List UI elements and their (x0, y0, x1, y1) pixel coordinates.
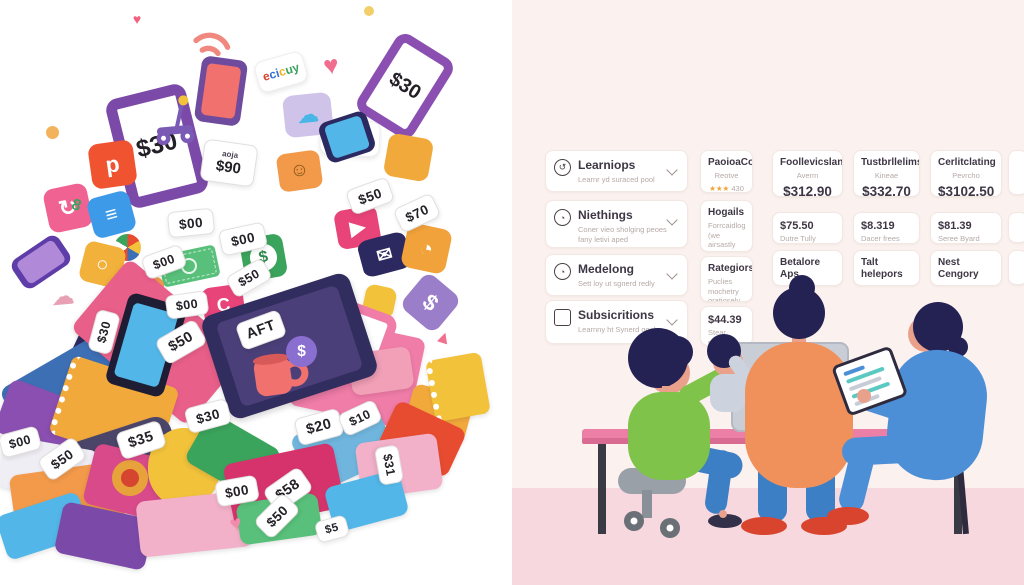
card-price: $332.70 (862, 183, 911, 197)
stat-card[interactable] (1008, 212, 1024, 243)
yellow-dot (364, 6, 374, 16)
card-title: Foollevicslans (780, 157, 843, 168)
smiley-bubble-icon: ☺ (275, 149, 324, 193)
card-subtitle: Kineae (874, 170, 899, 180)
card-price: $8.319 (861, 220, 895, 232)
card-subtitle: Averm (796, 170, 819, 180)
orange-dot (46, 126, 59, 139)
spending-collage: ♥$30 d paly paoja$90↻8☁ecicuy♥$30☁☺≡○$C▶… (0, 0, 512, 585)
heart-icon: ♥ (321, 49, 341, 81)
row-subtitle: Sett loy ut sgnerd redly (578, 279, 655, 288)
stat-card[interactable]: $75.50 Dutre Tully (772, 212, 843, 244)
card-subtitle: Reotve (714, 170, 739, 180)
stat-card[interactable]: Hogails Forrcaidlog (we airsastly carries (700, 200, 753, 252)
card-price: $81.39 (938, 220, 972, 232)
card-rating: ★ 645563 (938, 284, 994, 285)
row-title: Niethings (578, 208, 633, 222)
budget-review-scene: ↺ Learniops Learnr yd suraced pool ◔ Nie… (512, 0, 1024, 585)
category-row-medelong[interactable]: ◔ Medelong Sett loy ut sgnerd redly (545, 254, 688, 296)
budget-cards-panel: ↺ Learniops Learnr yd suraced pool ◔ Nie… (512, 0, 1024, 585)
dollar-diamond-icon: $ (398, 270, 463, 335)
card-title: Cerlitclating (938, 157, 996, 168)
card-subtitle: Pevrcho (952, 170, 980, 180)
person-blue (827, 302, 987, 535)
card-title: Talt helepors (861, 257, 903, 280)
row-subtitle: Learnr yd suraced pool (578, 175, 655, 184)
family-illustration (582, 275, 987, 538)
card-title: Hogails (708, 207, 745, 218)
card-subtitle: Dacer frees (861, 234, 900, 243)
row-title: Learniops (578, 158, 636, 172)
row-title: Medelong (578, 262, 634, 276)
scooter-icon (146, 94, 208, 147)
card-subtitle: Dutre Tully (780, 234, 816, 243)
category-row-subsicritions[interactable]: Subsicritions Learnny ht Synerd goal (545, 300, 688, 344)
wifi-icon (187, 22, 237, 64)
pin-app-icon: p (87, 139, 138, 190)
stat-card[interactable] (1008, 150, 1024, 195)
card-price: $3102.50 (938, 183, 995, 197)
card-rating: ★ A 3930 (861, 284, 912, 285)
card-title: Nest Cengory (938, 257, 979, 280)
clock-circle-icon: ◔ (554, 209, 571, 226)
stat-card[interactable]: PaoioaColins Reotve ★★★ 430 5303 (700, 150, 753, 193)
cloud-doodle: ☁ (50, 283, 76, 310)
logo-card: e ci c uy (252, 49, 310, 95)
triangle-doodle: ▲ (432, 324, 456, 350)
card-title: PaoioaColins (708, 157, 752, 168)
category-row-niethings[interactable]: ◔ Niethings Coner vieo sholging peoes fa… (545, 200, 688, 248)
tape-roll (112, 460, 148, 496)
folder-icon (382, 132, 435, 183)
card-subtitle: Seree Byard (938, 234, 980, 243)
stat-card[interactable]: Talt helepors ★ A 3930 (853, 250, 920, 286)
category-row-learniops[interactable]: ↺ Learniops Learnr yd suraced pool (545, 150, 688, 192)
spiral-notebook (425, 351, 491, 423)
card-title: Tustbrllelims (861, 157, 920, 168)
price-tag: $00 (164, 290, 210, 320)
stat-card[interactable]: Rategiors Puclies mochetry oratiosely (700, 256, 753, 302)
card-title: Rategiors (708, 263, 753, 274)
card-price: $75.50 (780, 220, 814, 232)
dollar-coin: $ (286, 336, 317, 367)
stat-card[interactable]: $81.39 Seree Byard (930, 212, 1002, 244)
person-child (707, 334, 754, 412)
price-tag: $50 (344, 176, 396, 216)
coffee-mug (247, 344, 316, 406)
heart-icon: ♥ (132, 11, 142, 27)
card-subtitle: Puclies mochetry oratiosely (708, 276, 741, 302)
stat-card[interactable]: Nest Cengory ★ 645563 (930, 250, 1002, 286)
card-price: $312.90 (783, 183, 832, 197)
row-title: Subsicritions (578, 308, 655, 322)
stat-card[interactable] (1008, 250, 1024, 285)
card-price: $44.39 (708, 314, 742, 326)
price-tag: $00 (166, 207, 216, 239)
price-tag: aoja $90 (199, 138, 259, 188)
row-subtitle: Learnny ht Synerd goal (578, 325, 656, 334)
refresh-circle-icon: ↺ (554, 159, 571, 176)
person-orange (741, 275, 853, 535)
card-title: Betalore Aps (780, 257, 821, 280)
row-subtitle: Coner vieo sholging peoes fany letivi ap… (578, 225, 667, 244)
stat-card[interactable]: $8.319 Dacer frees (853, 212, 920, 244)
clock-circle-icon: ◔ (554, 263, 571, 280)
card-rating: ★★★ 430 5303 (709, 183, 744, 193)
card-subtitle: Forrcaidlog (we airsastly carries (708, 220, 746, 251)
square-icon (554, 309, 571, 326)
